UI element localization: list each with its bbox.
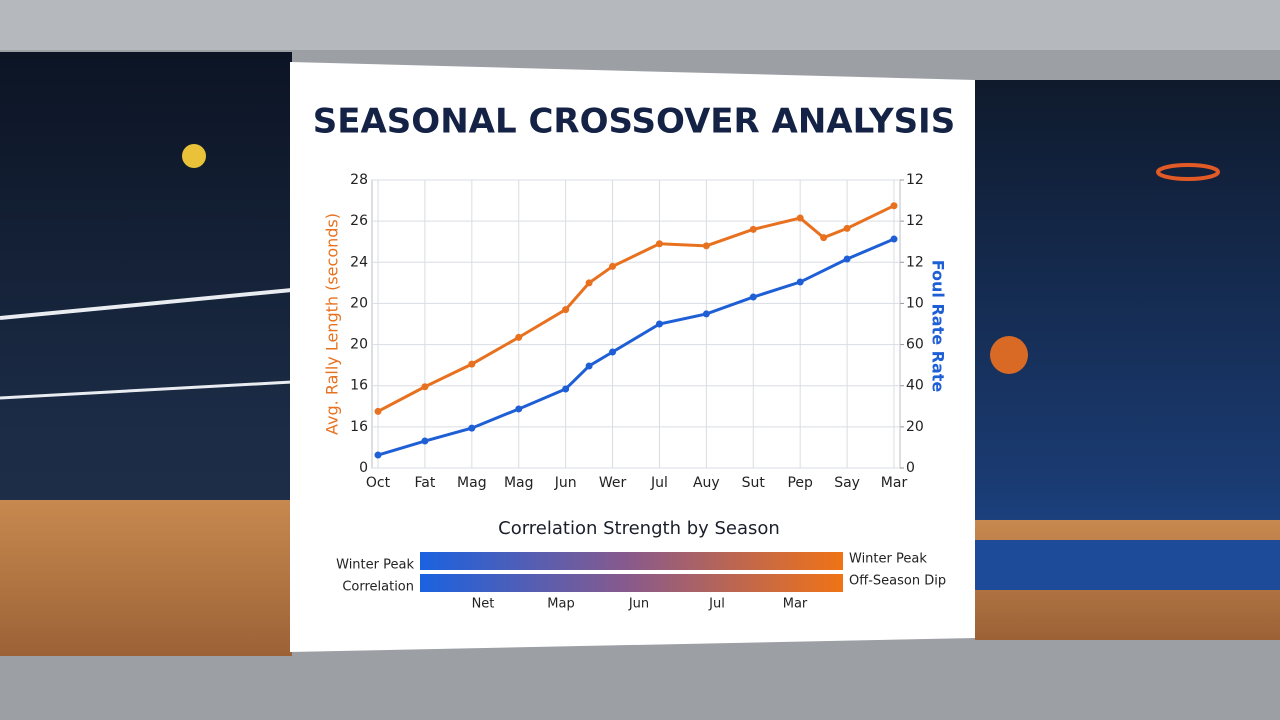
point bbox=[562, 306, 570, 314]
y2-tick-label: 10 bbox=[906, 295, 924, 311]
point bbox=[702, 242, 710, 250]
gradient-bar bbox=[420, 552, 843, 570]
court-paint bbox=[975, 540, 1280, 590]
court-floor bbox=[0, 500, 292, 656]
point bbox=[655, 240, 663, 248]
net bbox=[0, 380, 293, 400]
net bbox=[0, 288, 293, 320]
x-tick-label: Mar bbox=[881, 475, 908, 491]
strip-axis-label: Net bbox=[472, 597, 495, 612]
y2-axis-title: Foul Rate Rate bbox=[929, 260, 948, 393]
y2-tick-label: 60 bbox=[906, 337, 924, 353]
y2-tick-label: 12 bbox=[906, 213, 924, 229]
plot: Oct Fat Mag Mag Jun Wer Jul Auy Sut Pep Say Mar0161… bbox=[350, 172, 924, 491]
strip-axis-label: Map bbox=[547, 597, 574, 612]
y-axis-title: Avg. Rally Length (seconds) bbox=[323, 213, 342, 435]
x-tick-label: Mag bbox=[457, 475, 487, 491]
y-tick-label: 20 bbox=[350, 295, 368, 311]
point bbox=[655, 320, 663, 328]
series-line bbox=[377, 204, 895, 413]
point bbox=[515, 333, 523, 341]
point bbox=[562, 385, 570, 393]
point bbox=[843, 255, 851, 263]
point bbox=[749, 293, 757, 301]
point bbox=[468, 424, 476, 432]
point bbox=[702, 310, 710, 318]
point bbox=[890, 235, 898, 243]
chart-panel bbox=[290, 62, 975, 652]
point bbox=[585, 279, 593, 287]
point bbox=[421, 383, 429, 391]
y2-tick-label: 20 bbox=[906, 419, 924, 435]
gradient-bar bbox=[420, 574, 843, 592]
point bbox=[515, 405, 523, 413]
x-tick-label: Auy bbox=[693, 475, 720, 491]
strip-right-label: Off-Season Dip bbox=[849, 574, 946, 589]
y2-tick-label: 12 bbox=[906, 172, 924, 188]
strip-axis-label: Jul bbox=[708, 597, 725, 612]
point bbox=[843, 224, 851, 232]
point bbox=[421, 437, 429, 445]
y2-tick-label: 12 bbox=[906, 254, 924, 270]
strip-axis-label: Mar bbox=[783, 597, 808, 612]
ball bbox=[990, 336, 1028, 374]
point bbox=[796, 278, 804, 286]
point bbox=[585, 362, 593, 370]
strip-left-label: Winter Peak bbox=[336, 558, 414, 573]
point bbox=[374, 451, 382, 459]
x-tick-label: Oct bbox=[366, 475, 391, 491]
y-tick-label: 28 bbox=[350, 172, 368, 188]
x-tick-label: Jun bbox=[554, 475, 577, 491]
y-tick-label: 16 bbox=[350, 419, 368, 435]
point bbox=[890, 202, 898, 210]
y-tick-label: 26 bbox=[350, 213, 368, 229]
x-tick-label: Pep bbox=[787, 475, 813, 491]
y-tick-label: 16 bbox=[350, 378, 368, 394]
point bbox=[796, 214, 804, 222]
point bbox=[374, 407, 382, 415]
point bbox=[609, 348, 617, 356]
x-tick-label: Fat bbox=[414, 475, 435, 491]
point bbox=[609, 262, 617, 270]
x-tick-label: Jul bbox=[650, 475, 668, 491]
wall-top bbox=[0, 0, 1280, 50]
ball bbox=[182, 144, 206, 168]
point bbox=[468, 360, 476, 368]
y2-tick-label: 0 bbox=[906, 460, 915, 476]
y-tick-label: 24 bbox=[350, 254, 368, 270]
strip-left-label: Correlation bbox=[342, 580, 414, 595]
strip-right-label: Winter Peak bbox=[849, 552, 927, 567]
strip-title: Correlation Strength by Season bbox=[498, 518, 780, 539]
x-tick-label: Wer bbox=[599, 475, 627, 491]
x-tick-label: Mag bbox=[504, 475, 534, 491]
point bbox=[820, 234, 828, 242]
y2-tick-label: 40 bbox=[906, 378, 924, 394]
y-tick-label: 0 bbox=[359, 460, 368, 476]
y-tick-label: 20 bbox=[350, 337, 368, 353]
chart-title: SEASONAL CROSSOVER ANALYSIS bbox=[313, 102, 955, 142]
x-tick-label: Sut bbox=[742, 475, 766, 491]
x-tick-label: Say bbox=[834, 475, 860, 491]
strip-axis: Net Map Jun Jul Mar bbox=[472, 597, 808, 612]
strip-axis-label: Jun bbox=[628, 597, 649, 612]
point bbox=[749, 225, 757, 233]
hoop bbox=[1156, 163, 1220, 181]
